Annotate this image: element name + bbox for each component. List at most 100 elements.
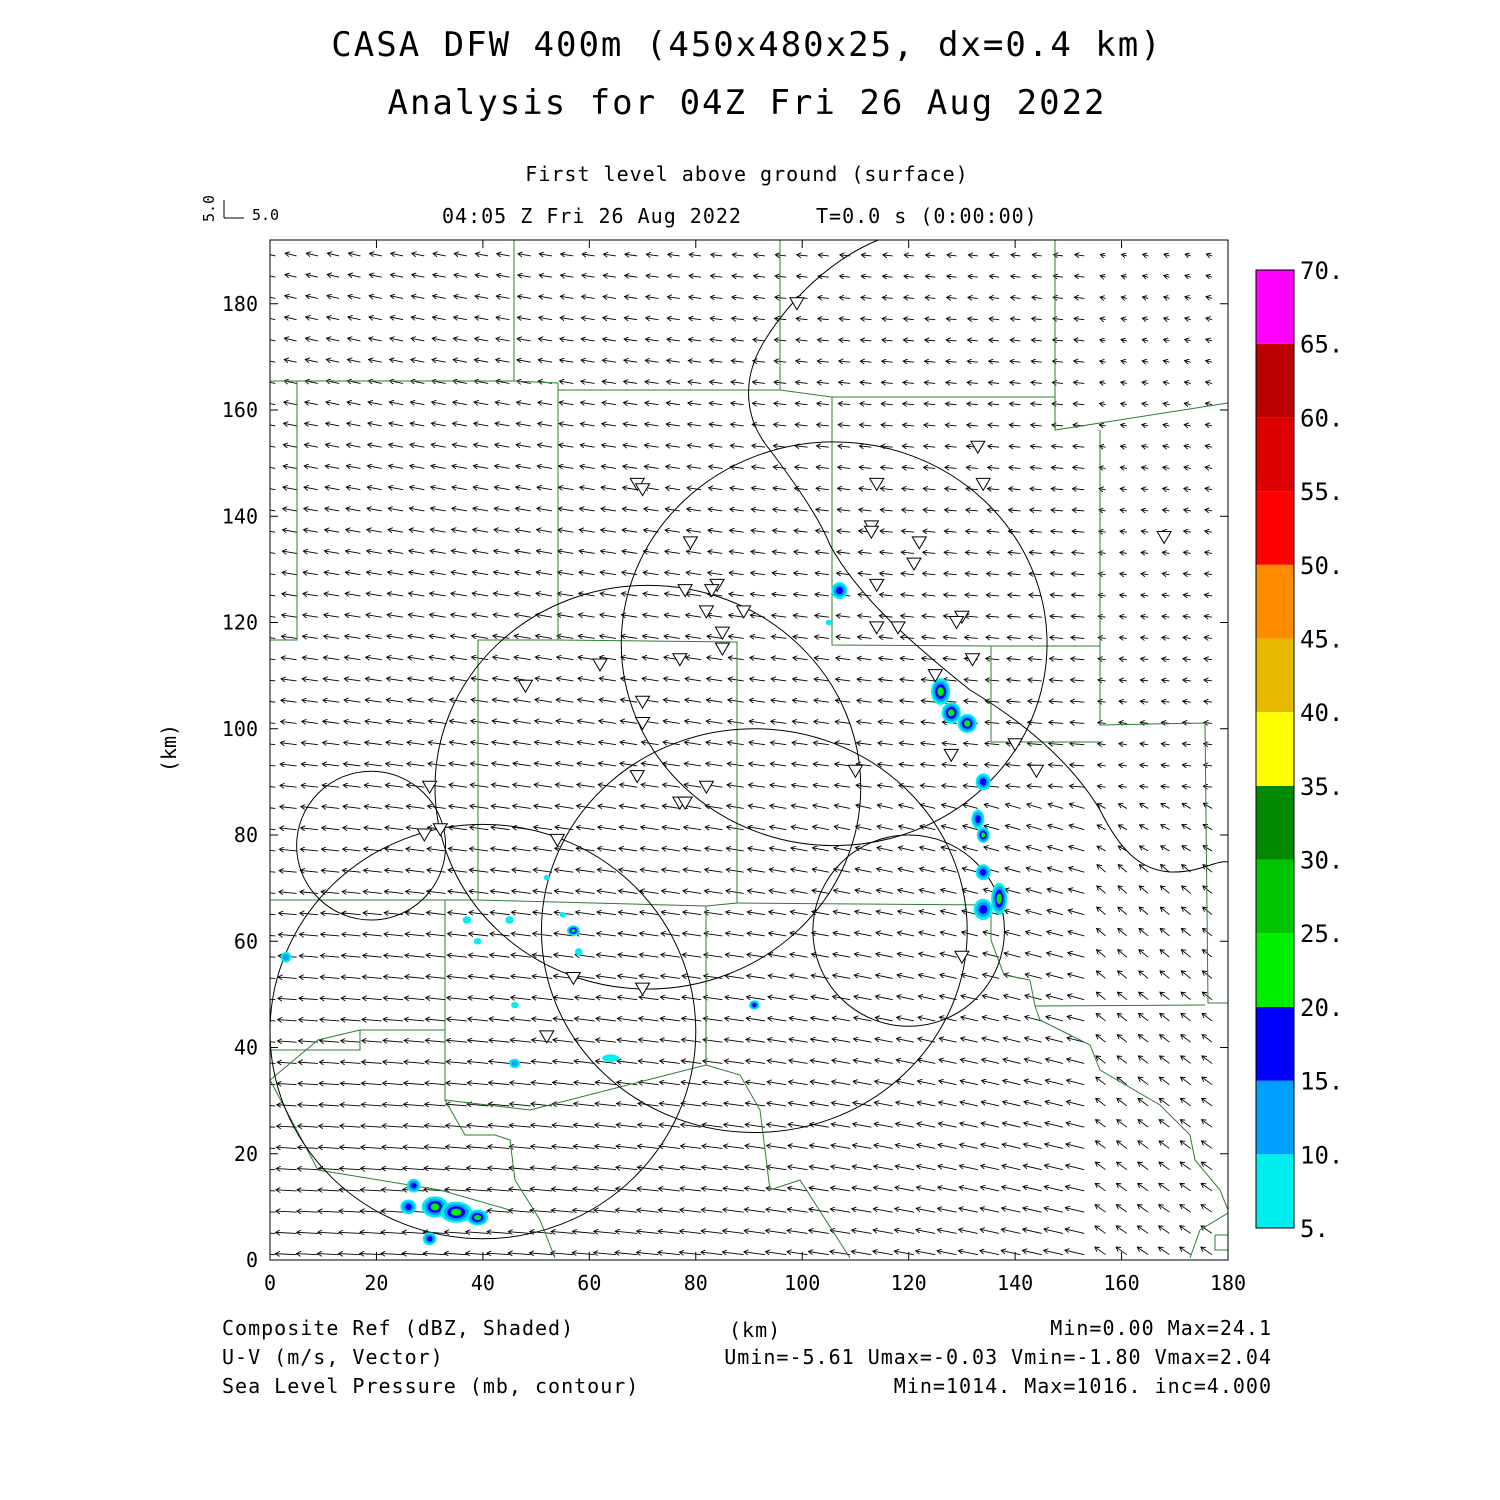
wind-vector	[789, 1060, 808, 1064]
wind-vector	[896, 1102, 915, 1107]
wind-vector	[1182, 825, 1191, 831]
wind-vector	[702, 1103, 723, 1106]
wind-vector	[514, 657, 531, 660]
wind-vector	[364, 785, 382, 787]
wind-vector	[903, 340, 915, 341]
reflectivity-cell	[505, 916, 514, 924]
wind-vector	[368, 402, 382, 405]
wind-vector	[1008, 552, 1021, 553]
wind-vector	[943, 680, 957, 681]
wind-vector	[489, 1061, 510, 1063]
radar-site-marker	[975, 477, 992, 492]
wind-vector	[773, 488, 787, 490]
wind-vector	[682, 954, 702, 957]
wind-vector	[988, 446, 1000, 447]
wind-vector	[1160, 971, 1170, 979]
wind-vector	[916, 1230, 936, 1234]
wind-vector	[555, 870, 574, 873]
wind-vector	[427, 849, 446, 851]
wind-vector	[345, 572, 361, 575]
wind-vector	[1050, 616, 1064, 617]
wind-vector	[1069, 825, 1085, 831]
wind-vector	[318, 1254, 340, 1255]
wind-vector	[1009, 446, 1021, 447]
wind-vector	[1070, 722, 1085, 723]
wind-vector	[1183, 680, 1191, 681]
wind-vector	[811, 996, 829, 1001]
wind-vector	[346, 487, 361, 490]
reflectivity-cell	[511, 1001, 519, 1009]
wind-vector	[1121, 403, 1127, 404]
wind-vector	[365, 764, 382, 766]
wind-vector	[1002, 1123, 1021, 1128]
wind-vector	[1009, 510, 1021, 511]
wind-vector	[325, 508, 340, 511]
wind-vector	[1206, 361, 1213, 363]
radar-site-marker	[703, 584, 720, 598]
wind-vector	[518, 296, 531, 298]
colorbar-swatch	[1256, 785, 1294, 860]
wind-vector	[270, 764, 276, 767]
wind-vector	[280, 743, 297, 745]
wind-vector	[1142, 339, 1149, 340]
wind-vector	[1098, 659, 1106, 660]
wind-vector	[298, 1147, 318, 1148]
wind-vector	[766, 1230, 787, 1234]
wind-vector	[322, 828, 340, 830]
wind-vector	[767, 1082, 787, 1086]
radar-site-marker	[954, 950, 970, 965]
wind-vector	[270, 403, 276, 406]
wind-vector	[985, 764, 1000, 765]
wind-vector	[270, 1041, 276, 1043]
wind-vector	[1118, 886, 1128, 894]
wind-vector	[282, 572, 297, 574]
wind-vector	[1139, 846, 1149, 852]
wind-vector	[427, 913, 446, 915]
wind-vector	[789, 1039, 808, 1043]
wind-vector	[662, 848, 680, 851]
wind-vector	[306, 274, 319, 277]
wind-vector	[270, 275, 276, 278]
wind-vector	[790, 954, 808, 958]
wind-vector	[987, 574, 1000, 575]
wind-vector	[467, 1083, 489, 1085]
wind-vector	[903, 425, 915, 426]
wind-vector	[531, 1146, 553, 1148]
wind-vector	[1098, 722, 1106, 723]
wind-vector	[917, 1102, 936, 1107]
wind-vector	[1005, 847, 1021, 852]
wind-vector	[536, 593, 553, 596]
wind-vector	[1100, 297, 1106, 298]
radar-site-marker	[421, 780, 438, 795]
wind-vector	[1096, 1120, 1106, 1128]
wind-vector	[982, 1059, 1000, 1064]
wind-vector	[1095, 1205, 1106, 1213]
wind-vector	[924, 382, 936, 383]
wind-vector	[622, 530, 638, 532]
wind-vector	[580, 487, 595, 489]
wind-vector	[642, 657, 659, 660]
wind-vector	[921, 722, 936, 724]
wind-vector	[814, 721, 829, 723]
wind-vector	[365, 678, 382, 680]
wind-vector	[339, 1168, 361, 1169]
wind-vector	[859, 467, 872, 468]
colorbar-label: 25.	[1300, 920, 1343, 948]
wind-vector	[745, 1167, 766, 1170]
wind-vector	[981, 1123, 1000, 1128]
radar-site-marker	[634, 716, 651, 731]
wind-vector	[1183, 616, 1191, 617]
wind-vector	[874, 1145, 893, 1149]
wind-vector	[1184, 425, 1191, 426]
wind-vector	[897, 932, 915, 937]
wind-vector	[495, 466, 510, 469]
wind-vector	[384, 934, 404, 936]
wind-vector	[685, 721, 702, 724]
wind-vector	[451, 614, 467, 617]
wind-vector	[666, 466, 680, 468]
wind-vector	[923, 510, 936, 511]
wind-vector	[300, 913, 318, 915]
wind-vector	[489, 1083, 510, 1085]
wind-vector	[270, 1168, 276, 1171]
wind-vector	[475, 275, 489, 277]
